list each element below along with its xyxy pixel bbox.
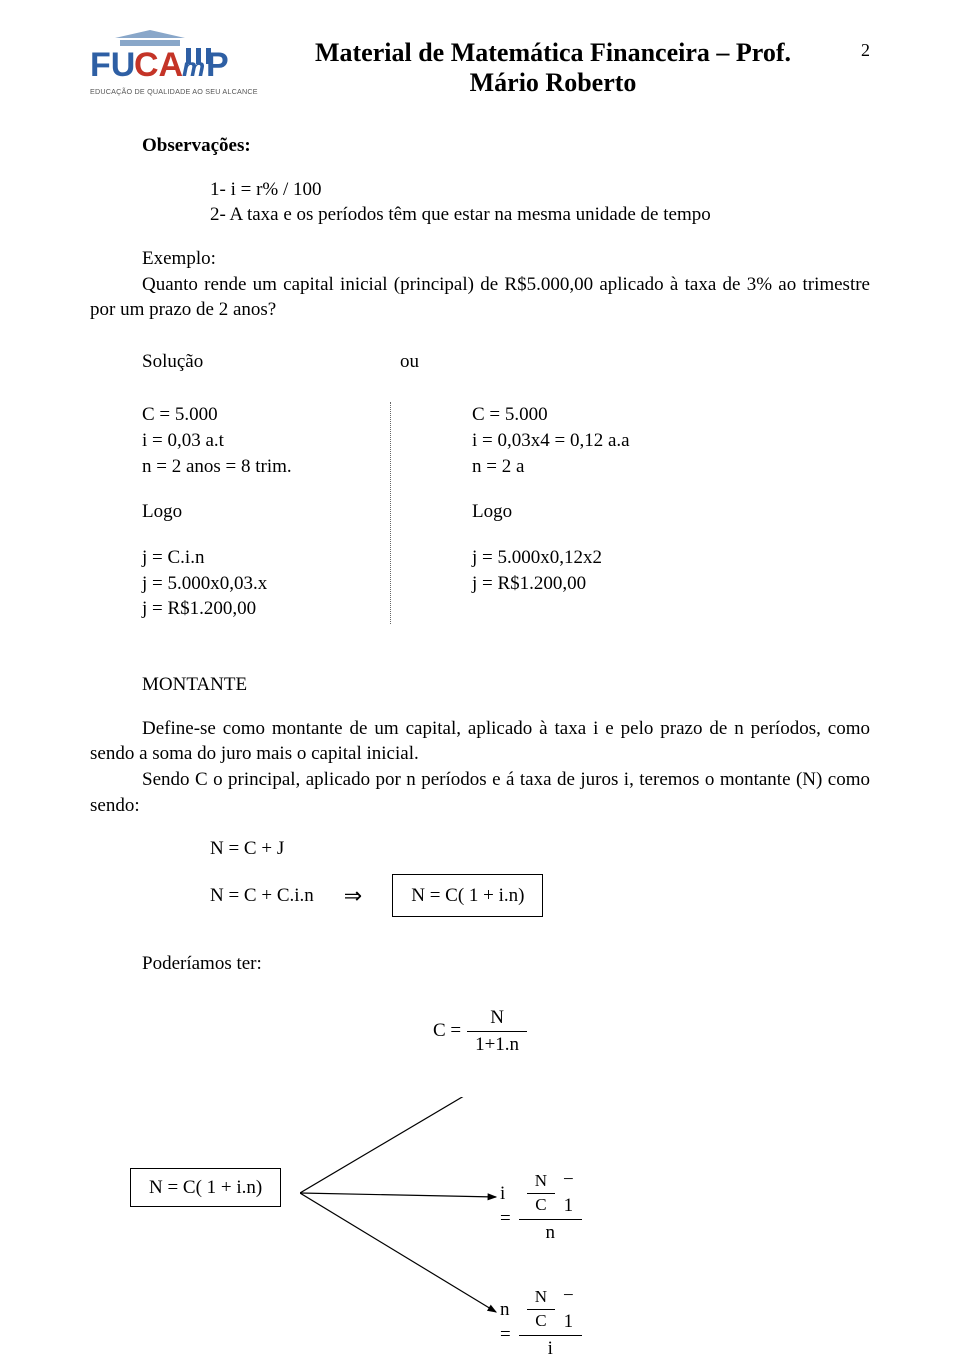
page-title: Material de Matemática Financeira – Prof… [280,24,826,98]
right-i: i = 0,03x4 = 0,12 a.a [472,428,630,454]
right-n: n = 2 a [472,454,630,480]
implies-arrow-icon: ⇒ [344,881,362,911]
svg-text:EDUCAÇÃO DE QUALIDADE AO SEU A: EDUCAÇÃO DE QUALIDADE AO SEU ALCANCE [90,87,258,96]
n-lhs: n = [500,1297,511,1348]
formula-box-main: N = C( 1 + i.n) [392,874,543,918]
montante-p2: Sendo C o principal, aplicado por n perí… [90,767,870,818]
left-n: n = 2 anos = 8 trim. [142,454,432,480]
institution-logo: FU CA m P EDUCAÇÃO DE QUALIDADE AO SEU A… [90,24,260,107]
column-divider [390,402,391,623]
c-den: 1+1.n [467,1032,527,1058]
solution-columns: ou Solução C = 5.000 i = 0,03 a.t n = 2 … [90,349,870,622]
left-i: i = 0,03 a.t [142,428,432,454]
left-logo: Logo [142,499,432,525]
i-inner-den: C [527,1194,555,1217]
branch-diagram: N = C( 1 + i.n) i = [90,1087,870,1347]
exemplo-text: Quanto rende um capital inicial (princip… [90,272,870,323]
n-outer-den: i [519,1336,582,1361]
observacoes-heading: Observações: [142,133,870,159]
right-j1: j = 5.000x0,12x2 [472,545,602,571]
svg-text:m: m [182,52,205,82]
eq-n-cin: N = C + C.i.n [210,883,314,909]
solucao-label: Solução [142,351,203,372]
c-lhs: C = [433,1018,461,1044]
formula-i: i = N C − 1 [500,1167,582,1245]
left-j3: j = R$1.200,00 [142,596,432,622]
montante-heading: MONTANTE [142,672,870,698]
c-num: N [467,1005,527,1032]
exemplo-label: Exemplo: [142,246,870,272]
i-minus1: − 1 [563,1167,574,1218]
page-header: FU CA m P EDUCAÇÃO DE QUALIDADE AO SEU A… [90,24,870,107]
formula-n: n = N C − 1 [500,1283,582,1361]
n-inner-num: N [527,1286,555,1310]
i-lhs: i = [500,1181,511,1232]
left-j2: j = 5.000x0,03.x [142,571,432,597]
right-c: C = 5.000 [472,402,630,428]
page-content: Observações: 1- i = r% / 100 2- A taxa e… [90,133,870,1347]
right-logo: Logo [472,499,512,525]
left-j1: j = C.i.n [142,545,432,571]
obs-item-2: 2- A taxa e os períodos têm que estar na… [210,202,870,228]
page-number: 2 [846,24,870,61]
ou-label: ou [400,349,419,375]
branch-formula-box: N = C( 1 + i.n) [130,1168,281,1207]
formula-c: C = N 1+1.n [90,1005,870,1057]
i-outer-den: n [519,1220,582,1246]
montante-p1: Define-se como montante de um capital, a… [90,716,870,767]
n-minus1: − 1 [563,1283,574,1334]
poderiamos-label: Poderíamos ter: [142,951,870,977]
branch-arrows-icon [300,1097,510,1347]
svg-text:FU: FU [90,46,135,84]
obs-item-1: 1- i = r% / 100 [210,177,870,203]
svg-text:CA: CA [134,46,183,84]
left-c: C = 5.000 [142,402,432,428]
eq-n-cj: N = C + J [210,836,870,862]
i-inner-num: N [527,1170,555,1194]
right-j2: j = R$1.200,00 [472,571,602,597]
n-inner-den: C [527,1310,555,1333]
